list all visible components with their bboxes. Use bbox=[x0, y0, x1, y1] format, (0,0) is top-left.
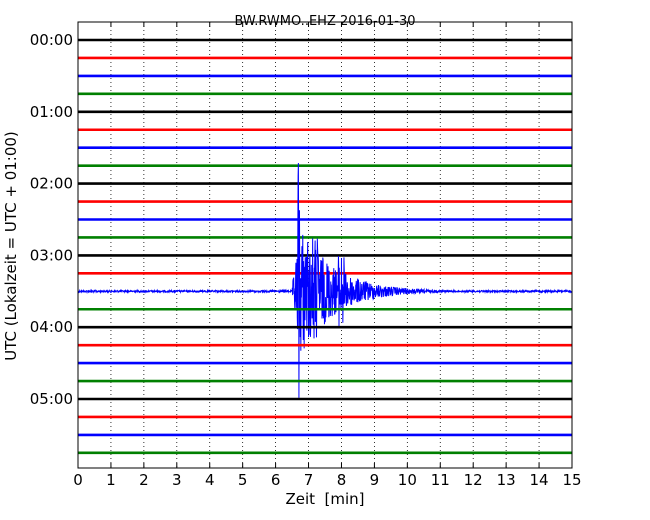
x-tick-label-7: 7 bbox=[304, 471, 314, 489]
y-tick-label-4: 04:00 bbox=[30, 318, 73, 336]
vertical-grid bbox=[110, 22, 540, 468]
x-tick-label-4: 4 bbox=[205, 471, 215, 489]
y-tick-label-3: 03:00 bbox=[30, 246, 73, 264]
x-tick-label-2: 2 bbox=[139, 471, 149, 489]
x-tick-label-3: 3 bbox=[172, 471, 182, 489]
y-tick-label-1: 01:00 bbox=[30, 103, 73, 121]
x-tick-label-12: 12 bbox=[464, 471, 483, 489]
x-tick-label-0: 0 bbox=[73, 471, 83, 489]
x-tick-label-10: 10 bbox=[398, 471, 417, 489]
plot-frame bbox=[77, 21, 573, 469]
x-tick-label-14: 14 bbox=[530, 471, 549, 489]
x-tick-label-9: 9 bbox=[370, 471, 380, 489]
x-tick-label-1: 1 bbox=[106, 471, 116, 489]
trace-lines bbox=[77, 38, 573, 455]
y-axis-label: UTC (Lokalzeit = UTC + 01:00) bbox=[2, 131, 20, 361]
y-tick-label-2: 02:00 bbox=[30, 175, 73, 193]
y-tick-label-0: 00:00 bbox=[30, 31, 73, 49]
trace-line-14 bbox=[77, 162, 573, 398]
y-tick-label-5: 05:00 bbox=[30, 390, 73, 408]
x-tick-label-8: 8 bbox=[337, 471, 347, 489]
x-tick-label-15: 15 bbox=[562, 471, 581, 489]
x-axis-ticks: 0 1 2 3 4 5 6 7 8 9 10 11 12 13 14 15 bbox=[73, 22, 582, 489]
x-tick-label-11: 11 bbox=[431, 471, 450, 489]
y-axis-ticks: 00:00 01:00 02:00 03:00 04:00 05:00 bbox=[30, 31, 83, 408]
x-tick-label-5: 5 bbox=[238, 471, 248, 489]
x-tick-label-6: 6 bbox=[271, 471, 281, 489]
x-axis-label: Zeit [min] bbox=[285, 490, 364, 508]
x-tick-label-13: 13 bbox=[497, 471, 516, 489]
